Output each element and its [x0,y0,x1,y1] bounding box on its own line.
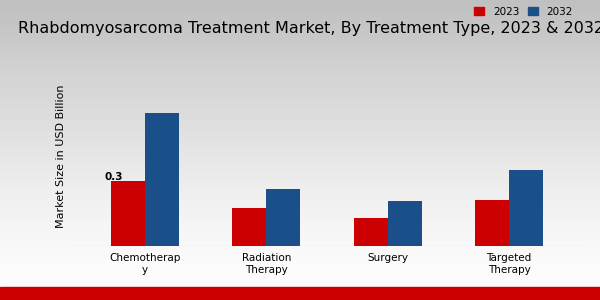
Bar [475,200,509,246]
Text: Rhabdomyosarcoma Treatment Market, By Treatment Type, 2023 & 2032: Rhabdomyosarcoma Treatment Market, By Tr… [18,21,600,36]
Bar [509,170,543,246]
Bar [232,208,266,246]
Bar [111,182,145,246]
Bar [0,286,600,300]
Bar [388,201,422,246]
Y-axis label: Market Size in USD Billion: Market Size in USD Billion [56,84,67,228]
Legend: 2023, 2032: 2023, 2032 [470,3,577,21]
Text: 0.3: 0.3 [104,172,122,182]
Bar [266,189,300,246]
Bar [354,218,388,246]
Bar [145,113,179,246]
